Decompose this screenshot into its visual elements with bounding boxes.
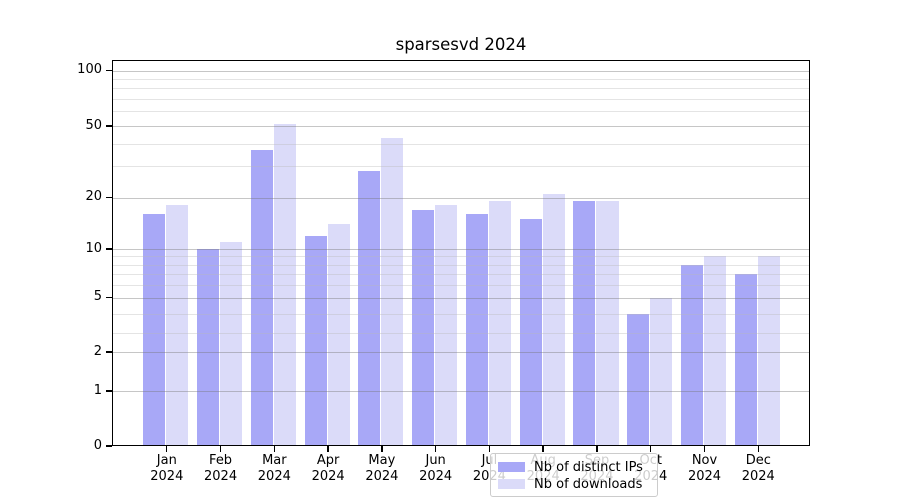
y-tick-mark-20: [106, 197, 112, 199]
bar-downloads-nov: [704, 256, 727, 446]
y-tick-label-50: 50: [85, 117, 102, 133]
y-tick-mark-2: [106, 351, 112, 353]
bar-distinct-ips-aug: [519, 218, 542, 446]
x-tick-label-jun: Jun 2024: [419, 453, 453, 484]
bar-downloads-dec: [757, 256, 780, 446]
x-tick-mark-dec: [757, 446, 759, 452]
minor-gridline-30: [112, 166, 810, 167]
major-gridline-20: [112, 197, 810, 199]
y-tick-mark-10: [106, 248, 112, 250]
x-tick-label-dec: Dec 2024: [741, 453, 775, 484]
bar-distinct-ips-sep: [573, 201, 596, 446]
bar-distinct-ips-may: [358, 171, 381, 446]
x-tick-mark-oct: [650, 446, 652, 452]
legend-swatch-distinct-ips-icon: [498, 462, 525, 472]
x-tick-mark-mar: [273, 446, 276, 452]
x-tick-label-apr: Apr 2024: [311, 453, 345, 484]
x-tick-mark-jan: [166, 446, 168, 452]
y-tick-label-100: 100: [77, 62, 102, 77]
x-tick-label-jan: Jan 2024: [150, 453, 184, 484]
bar-distinct-ips-jul: [465, 214, 488, 446]
bar-distinct-ips-apr: [304, 235, 327, 446]
y-tick-mark-50: [106, 125, 112, 127]
minor-gridline-70: [112, 99, 810, 101]
bar-downloads-jan: [166, 205, 189, 446]
bar-downloads-aug: [542, 193, 565, 446]
x-tick-mark-feb: [219, 446, 222, 452]
y-tick-mark-100: [106, 69, 112, 72]
bar-downloads-apr: [327, 224, 350, 446]
bar-distinct-ips-mar: [250, 149, 273, 446]
legend-label-distinct-ips: Nb of distinct IPs: [534, 459, 643, 475]
x-tick-label-may: May 2024: [365, 453, 399, 484]
bar-downloads-sep: [596, 201, 619, 446]
chart-title: sparsesvd 2024: [395, 35, 527, 54]
x-tick-mark-nov: [703, 446, 706, 452]
legend-swatch-downloads-icon: [498, 479, 525, 489]
y-tick-label-20: 20: [85, 189, 102, 205]
bar-downloads-feb: [220, 241, 243, 446]
bar-distinct-ips-oct: [627, 314, 650, 446]
y-tick-mark-0: [106, 445, 112, 447]
legend: Nb of distinct IPs Nb of downloads: [490, 452, 658, 497]
y-tick-label-2: 2: [93, 343, 102, 359]
x-tick-mark-apr: [327, 446, 329, 452]
y-tick-mark-1: [106, 390, 112, 392]
major-gridline-100: [112, 70, 810, 72]
y-tick-label-10: 10: [85, 240, 102, 256]
x-tick-label-feb: Feb 2024: [204, 453, 238, 484]
y-tick-label-0: 0: [93, 437, 102, 453]
minor-gridline-90: [112, 78, 810, 80]
minor-gridline-80: [112, 88, 810, 90]
y-tick-mark-5: [106, 297, 112, 299]
x-tick-mark-jul: [488, 446, 491, 452]
x-tick-mark-jun: [434, 446, 437, 452]
bar-downloads-jun: [435, 205, 458, 446]
major-gridline-50: [112, 126, 810, 127]
x-tick-label-mar: Mar 2024: [257, 453, 291, 484]
x-tick-mark-may: [381, 446, 383, 452]
plot-area: Nb of distinct IPs Nb of downloads: [112, 59, 810, 497]
bar-distinct-ips-jun: [412, 209, 435, 446]
minor-gridline-60: [112, 111, 810, 113]
bar-downloads-jul: [488, 201, 511, 446]
bar-distinct-ips-feb: [196, 249, 220, 446]
legend-label-downloads: Nb of downloads: [534, 476, 643, 492]
bar-downloads-oct: [650, 297, 673, 446]
x-tick-mark-sep: [596, 446, 598, 452]
y-tick-label-5: 5: [93, 289, 102, 305]
bar-distinct-ips-dec: [734, 274, 757, 446]
bar-distinct-ips-nov: [680, 264, 703, 446]
bar-distinct-ips-jan: [143, 214, 166, 446]
legend-row-downloads: Nb of downloads: [498, 476, 657, 493]
x-tick-label-nov: Nov 2024: [687, 453, 722, 484]
legend-row-distinct-ips: Nb of distinct IPs: [498, 459, 657, 476]
minor-gridline-40: [112, 143, 810, 145]
x-tick-mark-aug: [542, 446, 544, 452]
y-tick-label-1: 1: [93, 382, 102, 398]
bar-downloads-may: [381, 137, 404, 446]
bar-downloads-mar: [273, 124, 296, 446]
